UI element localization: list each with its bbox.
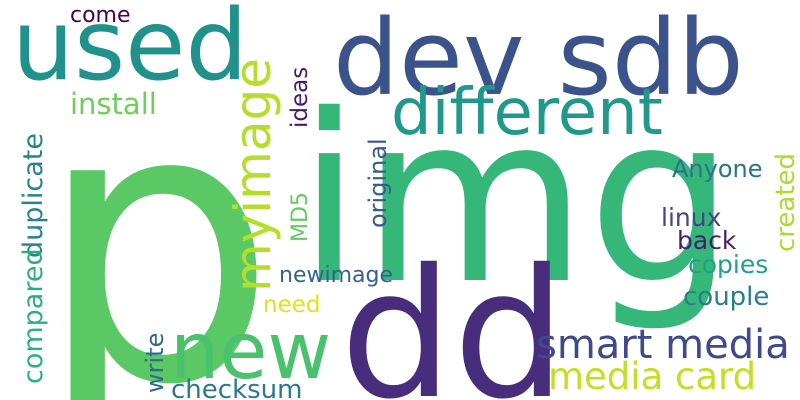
word-ideas: ideas xyxy=(287,67,313,128)
word-Anyone: Anyone xyxy=(672,155,763,183)
word-MD5: MD5 xyxy=(288,192,313,242)
word-write: write xyxy=(141,333,169,393)
word-couple: couple xyxy=(683,282,769,312)
word-back: back xyxy=(677,226,737,255)
word-install: install xyxy=(70,87,157,121)
word-copies: copies xyxy=(688,250,768,279)
word-linux: linux xyxy=(661,203,721,232)
word-checksum: checksum xyxy=(171,375,302,400)
word-come: come xyxy=(70,3,131,28)
word-p: p xyxy=(36,25,277,400)
word-media-card: media card xyxy=(548,355,756,398)
word-new: new xyxy=(170,307,331,397)
word-img: img xyxy=(297,65,735,335)
word-need: need xyxy=(263,292,320,318)
word-created: created xyxy=(771,153,800,252)
word-used: used xyxy=(12,0,248,103)
word-duplicate: duplicate xyxy=(18,133,49,258)
word-dd: dd xyxy=(340,231,566,400)
word-myimage: myimage xyxy=(224,58,282,292)
word-original: original xyxy=(364,138,392,228)
word-newimage: newimage xyxy=(279,263,393,288)
word-different: different xyxy=(391,76,663,150)
word-compared: compared xyxy=(18,248,49,384)
word-dev-sdb: dev sdb xyxy=(333,0,744,119)
word-smart-media: smart media xyxy=(536,322,790,368)
